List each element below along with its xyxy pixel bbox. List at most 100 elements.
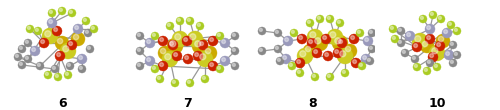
Circle shape [24, 55, 32, 63]
Circle shape [172, 80, 176, 83]
Circle shape [198, 40, 208, 50]
Circle shape [290, 29, 298, 37]
Circle shape [398, 28, 402, 31]
Circle shape [39, 38, 49, 48]
Circle shape [216, 32, 224, 40]
Circle shape [449, 59, 457, 67]
Circle shape [190, 34, 196, 40]
Circle shape [295, 58, 305, 68]
Circle shape [356, 29, 364, 37]
Circle shape [50, 10, 52, 13]
Circle shape [337, 38, 347, 48]
Circle shape [298, 70, 300, 73]
Circle shape [334, 50, 338, 53]
Circle shape [55, 36, 69, 50]
Circle shape [208, 61, 218, 71]
Circle shape [203, 46, 217, 60]
Circle shape [450, 60, 454, 63]
Circle shape [176, 17, 184, 25]
Circle shape [218, 33, 220, 36]
Circle shape [36, 28, 38, 31]
Circle shape [330, 32, 336, 38]
Circle shape [192, 38, 208, 54]
Circle shape [328, 16, 330, 19]
Circle shape [178, 18, 180, 21]
Circle shape [78, 56, 82, 60]
Circle shape [66, 62, 74, 70]
Circle shape [184, 56, 188, 60]
Circle shape [405, 31, 415, 41]
Circle shape [284, 38, 288, 41]
Circle shape [321, 34, 331, 44]
Circle shape [450, 42, 454, 45]
Circle shape [146, 40, 150, 43]
Circle shape [296, 60, 300, 63]
Circle shape [232, 33, 235, 36]
Circle shape [362, 56, 366, 60]
Circle shape [55, 51, 65, 61]
Circle shape [198, 23, 200, 26]
Circle shape [216, 65, 224, 73]
Circle shape [42, 28, 58, 44]
Circle shape [196, 22, 204, 30]
Circle shape [68, 9, 76, 17]
Circle shape [380, 48, 382, 51]
Circle shape [51, 65, 59, 73]
Circle shape [308, 20, 310, 23]
Circle shape [430, 12, 434, 15]
Circle shape [74, 26, 78, 29]
Circle shape [30, 46, 40, 56]
Circle shape [18, 61, 26, 69]
Circle shape [222, 58, 226, 61]
Circle shape [360, 63, 362, 66]
Circle shape [390, 26, 394, 29]
Circle shape [358, 30, 360, 33]
Circle shape [18, 45, 26, 53]
Circle shape [184, 38, 188, 41]
Circle shape [90, 25, 98, 33]
Circle shape [306, 19, 314, 27]
Circle shape [428, 52, 438, 62]
Circle shape [58, 38, 62, 44]
Circle shape [419, 15, 427, 23]
Circle shape [420, 16, 424, 19]
Circle shape [80, 66, 82, 69]
Circle shape [56, 53, 60, 57]
Circle shape [338, 20, 340, 23]
Circle shape [220, 56, 230, 66]
Circle shape [71, 32, 85, 46]
Circle shape [138, 48, 140, 51]
Circle shape [174, 34, 181, 40]
Circle shape [341, 69, 349, 77]
Circle shape [218, 66, 220, 69]
Circle shape [447, 21, 455, 29]
Circle shape [187, 31, 203, 47]
Circle shape [306, 46, 310, 52]
Circle shape [314, 38, 321, 44]
Circle shape [438, 36, 444, 42]
Circle shape [201, 75, 209, 83]
Circle shape [454, 28, 458, 31]
Circle shape [258, 27, 266, 35]
Circle shape [303, 44, 317, 58]
Circle shape [453, 51, 461, 59]
Circle shape [432, 48, 438, 54]
Circle shape [334, 38, 341, 44]
Circle shape [164, 54, 171, 60]
Circle shape [425, 34, 435, 44]
Circle shape [342, 70, 345, 73]
Circle shape [426, 26, 430, 29]
Circle shape [210, 63, 214, 67]
Circle shape [232, 63, 235, 66]
Circle shape [436, 34, 450, 48]
Circle shape [420, 39, 434, 53]
Circle shape [307, 29, 323, 45]
Circle shape [231, 47, 239, 55]
Circle shape [86, 45, 94, 53]
Circle shape [136, 32, 144, 40]
Circle shape [170, 41, 176, 47]
Circle shape [174, 53, 178, 57]
Circle shape [73, 24, 83, 34]
Circle shape [158, 36, 168, 46]
Circle shape [422, 41, 428, 47]
